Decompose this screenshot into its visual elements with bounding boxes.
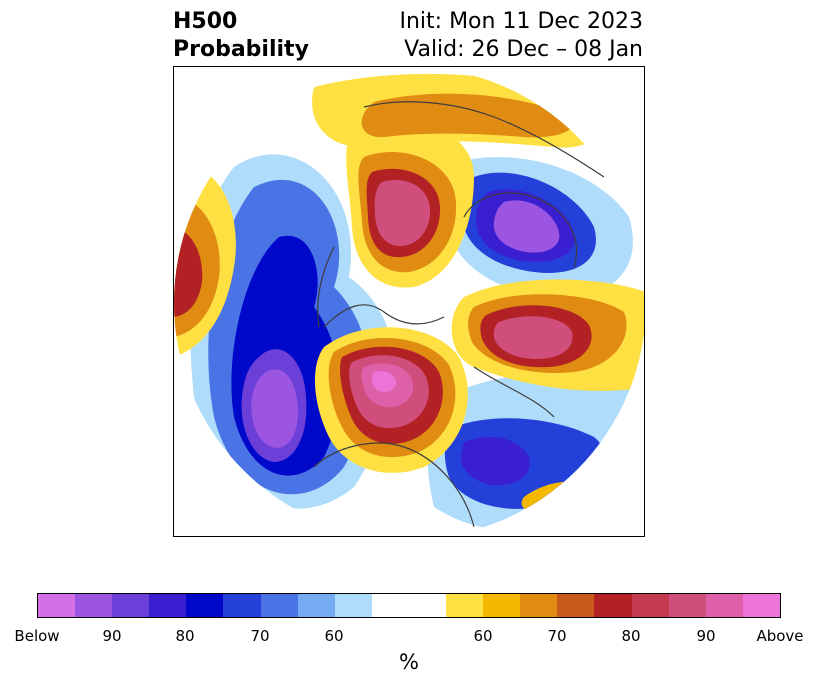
colorbar-swatch	[112, 594, 150, 617]
below-pacific-center	[251, 369, 298, 448]
colorbar-swatch	[594, 594, 632, 617]
colorbar-swatch	[557, 594, 595, 617]
colorbar-swatch	[408, 594, 447, 617]
colorbar-unit: %	[399, 650, 419, 674]
above-canada-peak	[372, 371, 397, 392]
above-atlantic-90	[493, 316, 573, 359]
colorbar-swatch	[260, 594, 298, 617]
colorbar-swatch	[705, 594, 743, 617]
colorbar-swatch	[297, 594, 335, 617]
colorbar	[37, 593, 781, 618]
valid-range: Valid: 26 Dec – 08 Jan	[404, 37, 643, 62]
colorbar-swatch	[742, 594, 780, 617]
coastline-outlines	[313, 101, 605, 528]
colorbar-swatch	[186, 594, 224, 617]
colorbar-swatch	[668, 594, 706, 617]
colorbar-tick-label: 90	[696, 627, 716, 645]
colorbar-swatch	[446, 594, 484, 617]
above-northasia-70	[361, 93, 575, 138]
title-variable: H500	[173, 9, 238, 34]
below-greenland-90	[493, 200, 560, 253]
init-date: Init: Mon 11 Dec 2023	[399, 9, 644, 34]
colorbar-swatch	[520, 594, 558, 617]
colorbar-tick-label: Above	[756, 627, 804, 645]
below-atlantic-90	[460, 437, 530, 486]
above-west-80	[174, 227, 203, 317]
above-arctic-90	[374, 180, 431, 247]
map-panel	[173, 66, 645, 537]
colorbar-swatch	[371, 594, 409, 617]
colorbar-swatch	[223, 594, 261, 617]
colorbar-tick-label: 70	[547, 627, 567, 645]
colorbar-tick-label: 70	[250, 627, 270, 645]
colorbar-swatch	[631, 594, 669, 617]
colorbar-swatch	[149, 594, 187, 617]
title-product: Probability	[173, 37, 309, 62]
colorbar-tick-label: 80	[175, 627, 195, 645]
colorbar-tick-label: 90	[102, 627, 122, 645]
colorbar-swatch	[483, 594, 521, 617]
title-left: H500 Probability	[173, 8, 309, 64]
colorbar-swatch	[75, 594, 113, 617]
colorbar-tick-label: Below	[14, 627, 60, 645]
colorbar-swatch	[38, 594, 76, 617]
title-right: Init: Mon 11 Dec 2023 Valid: 26 Dec – 08…	[400, 8, 644, 64]
colorbar-tick-label: 60	[473, 627, 493, 645]
colorbar-swatch	[334, 594, 372, 617]
probability-map	[174, 67, 644, 536]
colorbar-tick-label: 60	[324, 627, 344, 645]
colorbar-tick-label: 80	[621, 627, 641, 645]
